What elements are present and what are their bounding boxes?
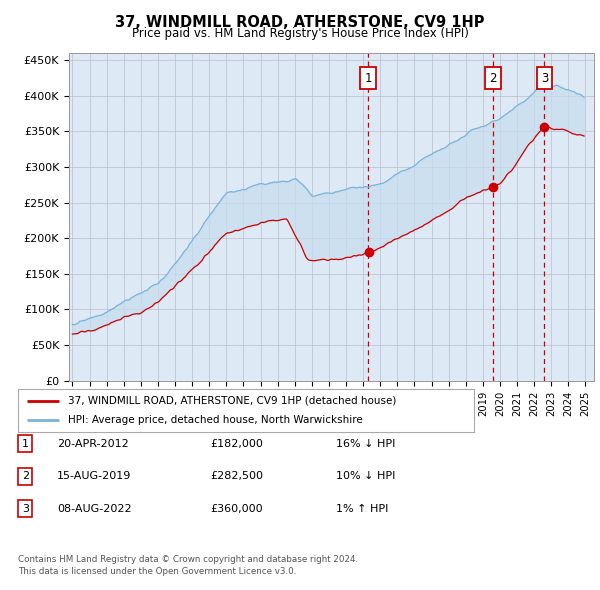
Text: 20-APR-2012: 20-APR-2012 (57, 439, 129, 448)
Text: Contains HM Land Registry data © Crown copyright and database right 2024.: Contains HM Land Registry data © Crown c… (18, 555, 358, 564)
Text: 15-AUG-2019: 15-AUG-2019 (57, 471, 131, 481)
Text: 08-AUG-2022: 08-AUG-2022 (57, 504, 131, 513)
Text: 2: 2 (490, 71, 497, 84)
Text: This data is licensed under the Open Government Licence v3.0.: This data is licensed under the Open Gov… (18, 566, 296, 576)
Text: £282,500: £282,500 (210, 471, 263, 481)
Text: 2: 2 (22, 471, 29, 481)
Text: 16% ↓ HPI: 16% ↓ HPI (336, 439, 395, 448)
Text: 37, WINDMILL ROAD, ATHERSTONE, CV9 1HP (detached house): 37, WINDMILL ROAD, ATHERSTONE, CV9 1HP (… (68, 396, 397, 406)
Text: £182,000: £182,000 (210, 439, 263, 448)
Text: 3: 3 (541, 71, 548, 84)
Text: 10% ↓ HPI: 10% ↓ HPI (336, 471, 395, 481)
Text: Price paid vs. HM Land Registry's House Price Index (HPI): Price paid vs. HM Land Registry's House … (131, 27, 469, 40)
Text: 3: 3 (22, 504, 29, 513)
Text: 37, WINDMILL ROAD, ATHERSTONE, CV9 1HP: 37, WINDMILL ROAD, ATHERSTONE, CV9 1HP (115, 15, 485, 30)
Text: £360,000: £360,000 (210, 504, 263, 513)
Text: 1% ↑ HPI: 1% ↑ HPI (336, 504, 388, 513)
Text: HPI: Average price, detached house, North Warwickshire: HPI: Average price, detached house, Nort… (68, 415, 363, 425)
Text: 1: 1 (22, 439, 29, 448)
Text: 1: 1 (365, 71, 372, 84)
